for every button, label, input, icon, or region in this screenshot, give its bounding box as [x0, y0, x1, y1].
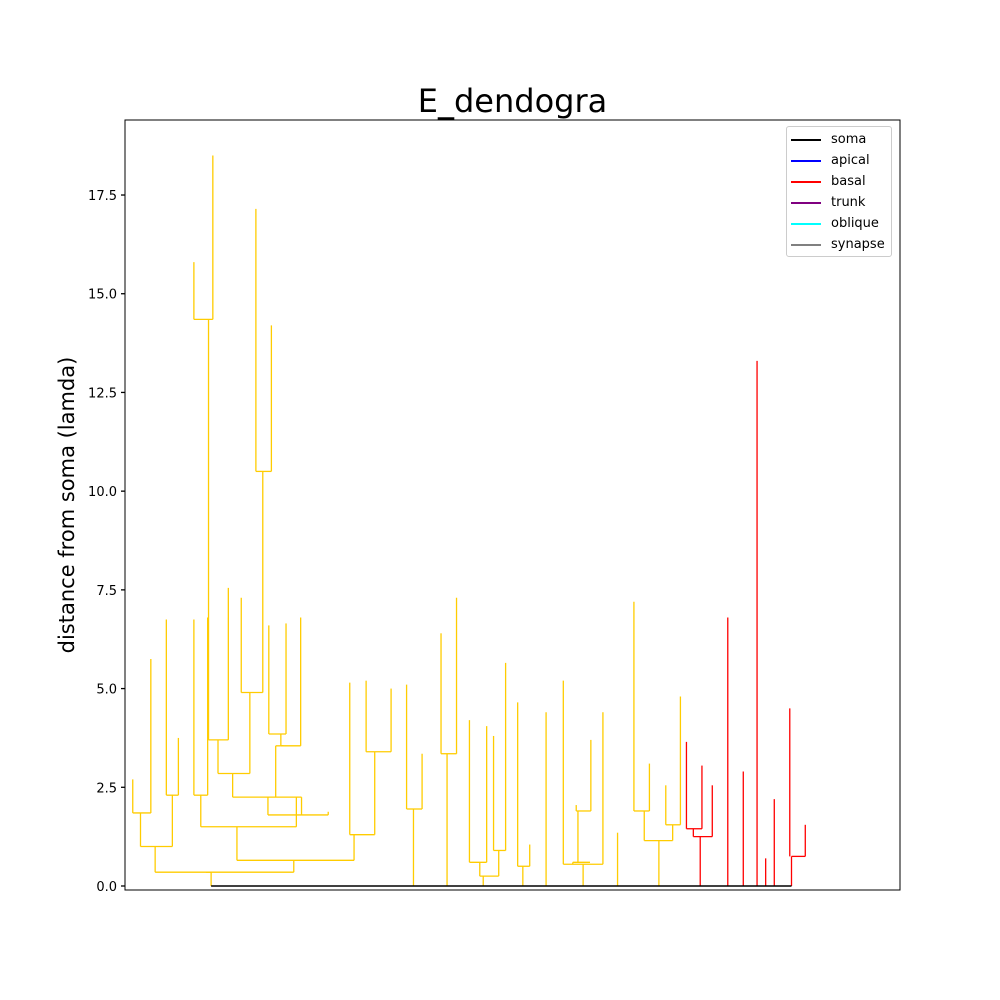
y-tick-label: 17.5	[88, 189, 117, 204]
plot-frame	[124, 119, 901, 891]
legend-line-apical	[791, 159, 821, 162]
y-tick-label: 10.0	[88, 485, 117, 500]
legend-label-soma: soma	[831, 132, 867, 147]
y-tick-label: 5.0	[96, 683, 117, 698]
chart-title: E_dendogra	[418, 82, 607, 120]
axes: 0.0 2.5 5.0 7.5 10.0 12.5 15.0 17.5	[88, 119, 901, 895]
legend-item-basal: basal	[791, 171, 866, 192]
legend-line-oblique	[791, 222, 821, 225]
y-axis-label: distance from soma (lamda)	[55, 357, 79, 654]
legend: soma apical basal trunk oblique synapse	[786, 126, 892, 257]
legend-label-basal: basal	[831, 174, 866, 189]
legend-label-oblique: oblique	[831, 216, 879, 231]
plot-area	[132, 155, 806, 887]
legend-item-oblique: oblique	[791, 213, 879, 234]
y-tick-label: 2.5	[96, 781, 117, 796]
legend-line-soma	[791, 138, 821, 141]
legend-label-trunk: trunk	[831, 195, 866, 210]
legend-line-trunk	[791, 201, 821, 204]
y-tick-label: 7.5	[96, 584, 117, 599]
legend-label-apical: apical	[831, 153, 870, 168]
legend-item-apical: apical	[791, 150, 870, 171]
legend-line-basal	[791, 180, 821, 183]
legend-item-soma: soma	[791, 129, 866, 150]
legend-label-synapse: synapse	[831, 237, 885, 252]
y-tick-label: 0.0	[96, 880, 117, 895]
legend-line-synapse	[791, 243, 821, 246]
legend-item-synapse: synapse	[791, 234, 885, 255]
y-tick-label: 12.5	[88, 386, 117, 401]
legend-item-trunk: trunk	[791, 192, 865, 213]
y-tick-label: 15.0	[88, 288, 117, 303]
